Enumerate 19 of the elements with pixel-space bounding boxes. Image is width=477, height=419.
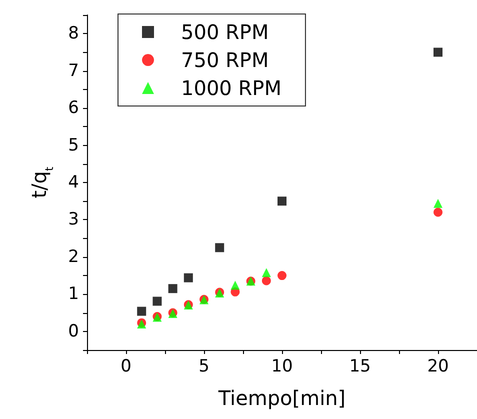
y-tick-label: 0 — [68, 321, 79, 342]
y-axis-title: t/qt — [27, 166, 56, 198]
y-tick-label: 8 — [68, 24, 79, 44]
y-tick-label: 5 — [68, 135, 79, 156]
y-tick-label: 2 — [68, 246, 79, 267]
x-tick-label: 20 — [427, 356, 449, 376]
x-axis-title: Tiempo[min] — [217, 386, 346, 410]
x-tick-label: 5 — [198, 356, 210, 376]
y-tick-label: 1 — [68, 284, 79, 304]
x-tick-label: 15 — [349, 356, 371, 376]
x-tick-label: 10 — [271, 356, 293, 376]
y-tick-label: 7 — [68, 60, 79, 81]
y-tick-label: 3 — [68, 210, 79, 230]
legend-label: 750 RPM — [181, 48, 269, 72]
y-tick-label: 4 — [68, 172, 79, 192]
x-tick-label: 0 — [120, 356, 132, 376]
legend-label: 1000 RPM — [181, 76, 282, 100]
legend-label: 500 RPM — [181, 20, 269, 44]
y-tick-label: 6 — [68, 98, 79, 118]
